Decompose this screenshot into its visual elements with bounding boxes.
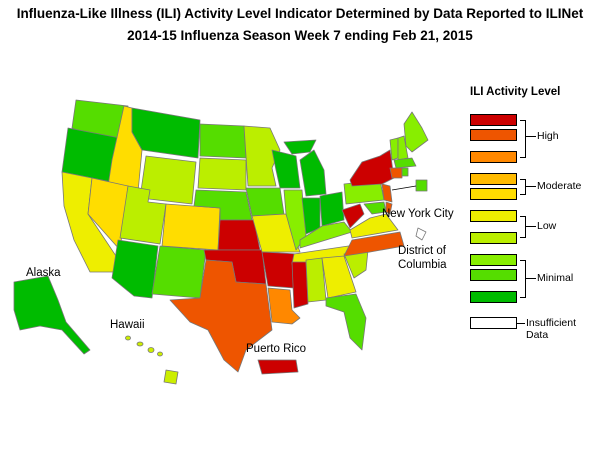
alaska-label: Alaska xyxy=(26,267,61,279)
legend-label-minimal: Minimal xyxy=(537,272,574,284)
legend-link-moderate xyxy=(526,186,536,187)
state-nj xyxy=(381,183,393,203)
legend-bracket-low xyxy=(520,216,526,238)
state-nm xyxy=(151,245,207,299)
legend-bracket-minimal xyxy=(520,260,526,298)
state-hi-big xyxy=(163,369,179,385)
state-fl xyxy=(325,293,367,351)
hawaii-label: Hawaii xyxy=(110,319,145,331)
dc-label-2: Columbia xyxy=(398,259,447,271)
state-ma xyxy=(393,157,417,169)
state-mo xyxy=(251,213,301,253)
nyc-label: New York City xyxy=(382,208,454,220)
state-ky xyxy=(299,221,353,249)
legend-label-moderate: Moderate xyxy=(537,180,582,192)
nyc-box xyxy=(415,179,428,192)
legend-bracket-high xyxy=(520,120,526,158)
state-la xyxy=(267,287,301,325)
state-nh xyxy=(397,135,409,161)
state-mn xyxy=(243,125,281,187)
state-wi xyxy=(271,149,301,189)
state-tx xyxy=(169,259,273,373)
state-ms xyxy=(291,261,309,309)
dc-label-1: District of xyxy=(398,245,447,257)
map-title: Influenza-Like Illness (ILI) Activity Le… xyxy=(16,6,584,21)
legend-swatch-10 xyxy=(470,114,517,126)
state-az xyxy=(111,239,159,299)
state-mi-up xyxy=(283,139,317,155)
legend-swatch-6 xyxy=(470,188,517,200)
legend-label-insufficient: Insufficient Data xyxy=(526,317,577,341)
legend-swatch-7 xyxy=(470,173,517,185)
legend-link-minimal xyxy=(526,278,536,279)
legend-link-low xyxy=(526,226,536,227)
state-ri xyxy=(401,167,409,177)
legend-label-low: Low xyxy=(537,220,557,232)
state-ak xyxy=(13,275,91,355)
dc-box xyxy=(415,227,427,241)
legend-label-high: High xyxy=(537,130,559,142)
legend-swatch-4 xyxy=(470,232,517,244)
legend-swatch-9 xyxy=(470,129,517,141)
legend-bracket-moderate xyxy=(520,179,526,195)
territory-pr xyxy=(257,359,299,375)
map-subtitle: 2014-15 Influenza Season Week 7 ending F… xyxy=(127,28,473,43)
legend-swatch-2 xyxy=(470,269,517,281)
legend-swatch-insufficient xyxy=(470,317,517,329)
state-ny xyxy=(349,149,395,187)
state-wy xyxy=(139,155,197,205)
state-nc xyxy=(343,231,405,257)
state-ga xyxy=(321,255,357,299)
state-mi xyxy=(299,149,327,197)
state-hi xyxy=(125,335,163,357)
state-co xyxy=(161,203,221,251)
state-ct xyxy=(389,167,403,179)
legend-swatch-8 xyxy=(470,151,517,163)
state-mt xyxy=(131,107,201,159)
state-wv xyxy=(341,203,365,229)
legend-swatch-3 xyxy=(470,254,517,266)
legend-swatch-5 xyxy=(470,210,517,222)
state-de xyxy=(385,201,393,215)
legend-title: ILI Activity Level xyxy=(470,86,561,98)
state-va xyxy=(349,213,399,239)
state-oh xyxy=(319,191,345,227)
state-me xyxy=(403,111,429,153)
legend-swatch-1 xyxy=(470,291,517,303)
puerto-rico-label: Puerto Rico xyxy=(246,343,306,355)
state-ia xyxy=(245,187,285,217)
state-sd xyxy=(197,157,247,191)
state-nd xyxy=(199,123,247,159)
legend-link-insufficient xyxy=(517,323,525,324)
state-ks xyxy=(217,219,261,251)
legend-link-high xyxy=(526,136,536,137)
